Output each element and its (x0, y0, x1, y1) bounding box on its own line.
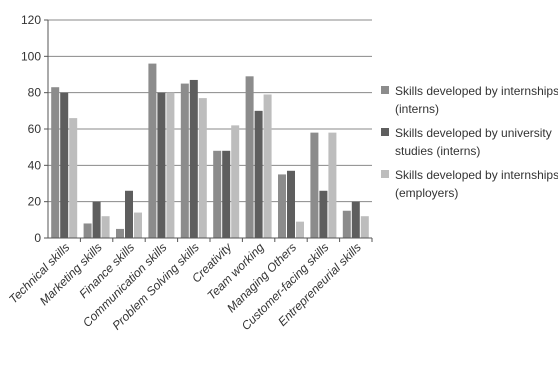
bar-1 (51, 87, 60, 238)
bars (51, 63, 369, 239)
y-tick-label: 20 (28, 195, 42, 209)
bar-1 (116, 228, 124, 238)
bar-2 (157, 92, 166, 239)
legend-swatch-2 (381, 128, 389, 136)
bar-3 (134, 212, 142, 238)
y-tick-label: 40 (28, 158, 42, 172)
legend-swatch-1 (381, 86, 389, 94)
y-tick-label: 80 (28, 86, 42, 100)
bar-2 (222, 150, 231, 238)
bar-3 (360, 216, 369, 238)
bar-3 (101, 216, 110, 238)
y-tick-label: 100 (21, 49, 41, 63)
y-tick-label: 60 (28, 122, 42, 136)
bar-2 (125, 190, 133, 238)
bar-2 (351, 201, 360, 238)
bar-1 (180, 83, 189, 238)
legend-label: (employers) (395, 186, 458, 200)
bar-3 (69, 118, 78, 238)
bar-3 (166, 92, 175, 239)
axes (44, 19, 373, 242)
legend-swatch-3 (381, 170, 389, 178)
bar-2 (319, 190, 328, 238)
legend-label: Skills developed by university (395, 126, 552, 140)
bar-2 (254, 110, 263, 238)
bar-1 (213, 150, 222, 238)
bar-3 (198, 98, 207, 238)
bar-1 (342, 210, 351, 238)
bar-2 (189, 79, 198, 238)
bar-1 (245, 76, 254, 238)
legend-label: Skills developed by internships (395, 168, 558, 182)
bar-1 (148, 63, 157, 238)
legend-label: Skills developed by internships (395, 84, 558, 98)
bar-1 (83, 223, 92, 238)
y-tick-label: 120 (21, 13, 41, 27)
bar-3 (328, 132, 337, 238)
gridlines (48, 19, 372, 203)
bar-3 (296, 221, 304, 238)
bar-2 (60, 92, 69, 239)
bar-3 (263, 94, 272, 238)
legend-label: (interns) (395, 102, 439, 116)
bar-1 (278, 174, 286, 238)
legend-label: studies (interns) (395, 144, 480, 158)
legend: Skills developed by internships (interns)… (381, 84, 558, 200)
bar-2 (287, 170, 295, 238)
bar-2 (92, 201, 101, 238)
y-tick-label: 0 (34, 231, 41, 245)
bar-1 (310, 132, 319, 238)
bar-3 (231, 125, 240, 238)
